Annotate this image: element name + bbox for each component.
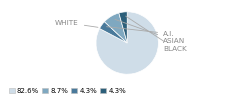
Text: WHITE: WHITE bbox=[55, 20, 98, 27]
Legend: 82.6%, 8.7%, 4.3%, 4.3%: 82.6%, 8.7%, 4.3%, 4.3% bbox=[6, 85, 129, 96]
Wedge shape bbox=[96, 12, 158, 74]
Wedge shape bbox=[100, 22, 127, 43]
Wedge shape bbox=[104, 13, 127, 43]
Text: BLACK: BLACK bbox=[126, 16, 187, 52]
Text: A.I.: A.I. bbox=[107, 27, 174, 37]
Wedge shape bbox=[119, 12, 127, 43]
Text: ASIAN: ASIAN bbox=[115, 19, 185, 44]
